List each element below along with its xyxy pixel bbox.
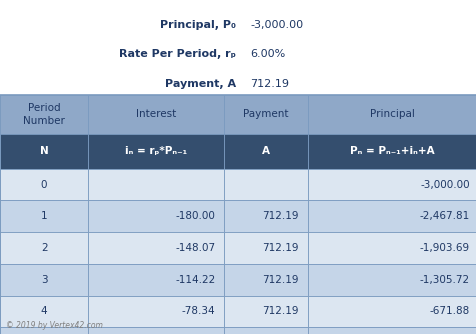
Bar: [224, 169, 307, 200]
Text: 712.19: 712.19: [262, 275, 298, 285]
Text: -3,000.00: -3,000.00: [419, 180, 469, 189]
Bar: [307, 95, 476, 134]
Text: 712.19: 712.19: [262, 211, 298, 221]
Bar: [224, 296, 307, 327]
Text: 6.00%: 6.00%: [250, 49, 285, 59]
Text: Interest: Interest: [136, 110, 176, 119]
Text: A: A: [261, 146, 269, 156]
Text: -180.00: -180.00: [175, 211, 215, 221]
Text: Principal, P₀: Principal, P₀: [160, 20, 236, 30]
Bar: [224, 200, 307, 232]
Bar: [88, 169, 224, 200]
Text: -671.88: -671.88: [429, 307, 469, 316]
Text: 2: 2: [41, 243, 47, 253]
Bar: [307, 296, 476, 327]
Bar: [307, 327, 476, 334]
Text: 712.19: 712.19: [262, 307, 298, 316]
Bar: [224, 264, 307, 296]
Text: -114.22: -114.22: [175, 275, 215, 285]
Text: 0: 0: [41, 180, 47, 189]
Bar: [307, 264, 476, 296]
Text: -2,467.81: -2,467.81: [419, 211, 469, 221]
Text: 1: 1: [41, 211, 47, 221]
Bar: [88, 296, 224, 327]
Bar: [88, 134, 224, 169]
Bar: [0, 232, 88, 264]
Text: Payment: Payment: [243, 110, 288, 119]
Text: -1,305.72: -1,305.72: [419, 275, 469, 285]
Bar: [307, 200, 476, 232]
Bar: [88, 95, 224, 134]
Text: Principal: Principal: [369, 110, 414, 119]
Text: 712.19: 712.19: [250, 79, 289, 89]
Bar: [307, 232, 476, 264]
Text: 3: 3: [41, 275, 47, 285]
Bar: [0, 169, 88, 200]
Bar: [88, 232, 224, 264]
Bar: [307, 134, 476, 169]
Text: N: N: [40, 146, 49, 156]
Bar: [0, 200, 88, 232]
Bar: [224, 327, 307, 334]
Text: 4: 4: [41, 307, 47, 316]
Bar: [0, 327, 88, 334]
Bar: [224, 232, 307, 264]
Bar: [224, 134, 307, 169]
Text: -78.34: -78.34: [182, 307, 215, 316]
Text: -148.07: -148.07: [175, 243, 215, 253]
Bar: [0, 134, 88, 169]
Bar: [88, 200, 224, 232]
Text: Payment, A: Payment, A: [165, 79, 236, 89]
Bar: [0, 264, 88, 296]
Text: Period
Number: Period Number: [23, 103, 65, 126]
Text: -3,000.00: -3,000.00: [250, 20, 303, 30]
Bar: [224, 95, 307, 134]
Text: Rate Per Period, rₚ: Rate Per Period, rₚ: [119, 49, 236, 59]
Text: iₙ = rₚ*Pₙ₋₁: iₙ = rₚ*Pₙ₋₁: [125, 146, 187, 156]
Text: -1,903.69: -1,903.69: [419, 243, 469, 253]
Bar: [0, 95, 88, 134]
Bar: [88, 327, 224, 334]
Text: © 2019 by Vertex42.com: © 2019 by Vertex42.com: [6, 321, 102, 330]
Bar: [0, 296, 88, 327]
Text: Pₙ = Pₙ₋₁+iₙ+A: Pₙ = Pₙ₋₁+iₙ+A: [349, 146, 434, 156]
Bar: [0, 95, 476, 334]
Text: 712.19: 712.19: [262, 243, 298, 253]
Bar: [88, 264, 224, 296]
Bar: [307, 169, 476, 200]
